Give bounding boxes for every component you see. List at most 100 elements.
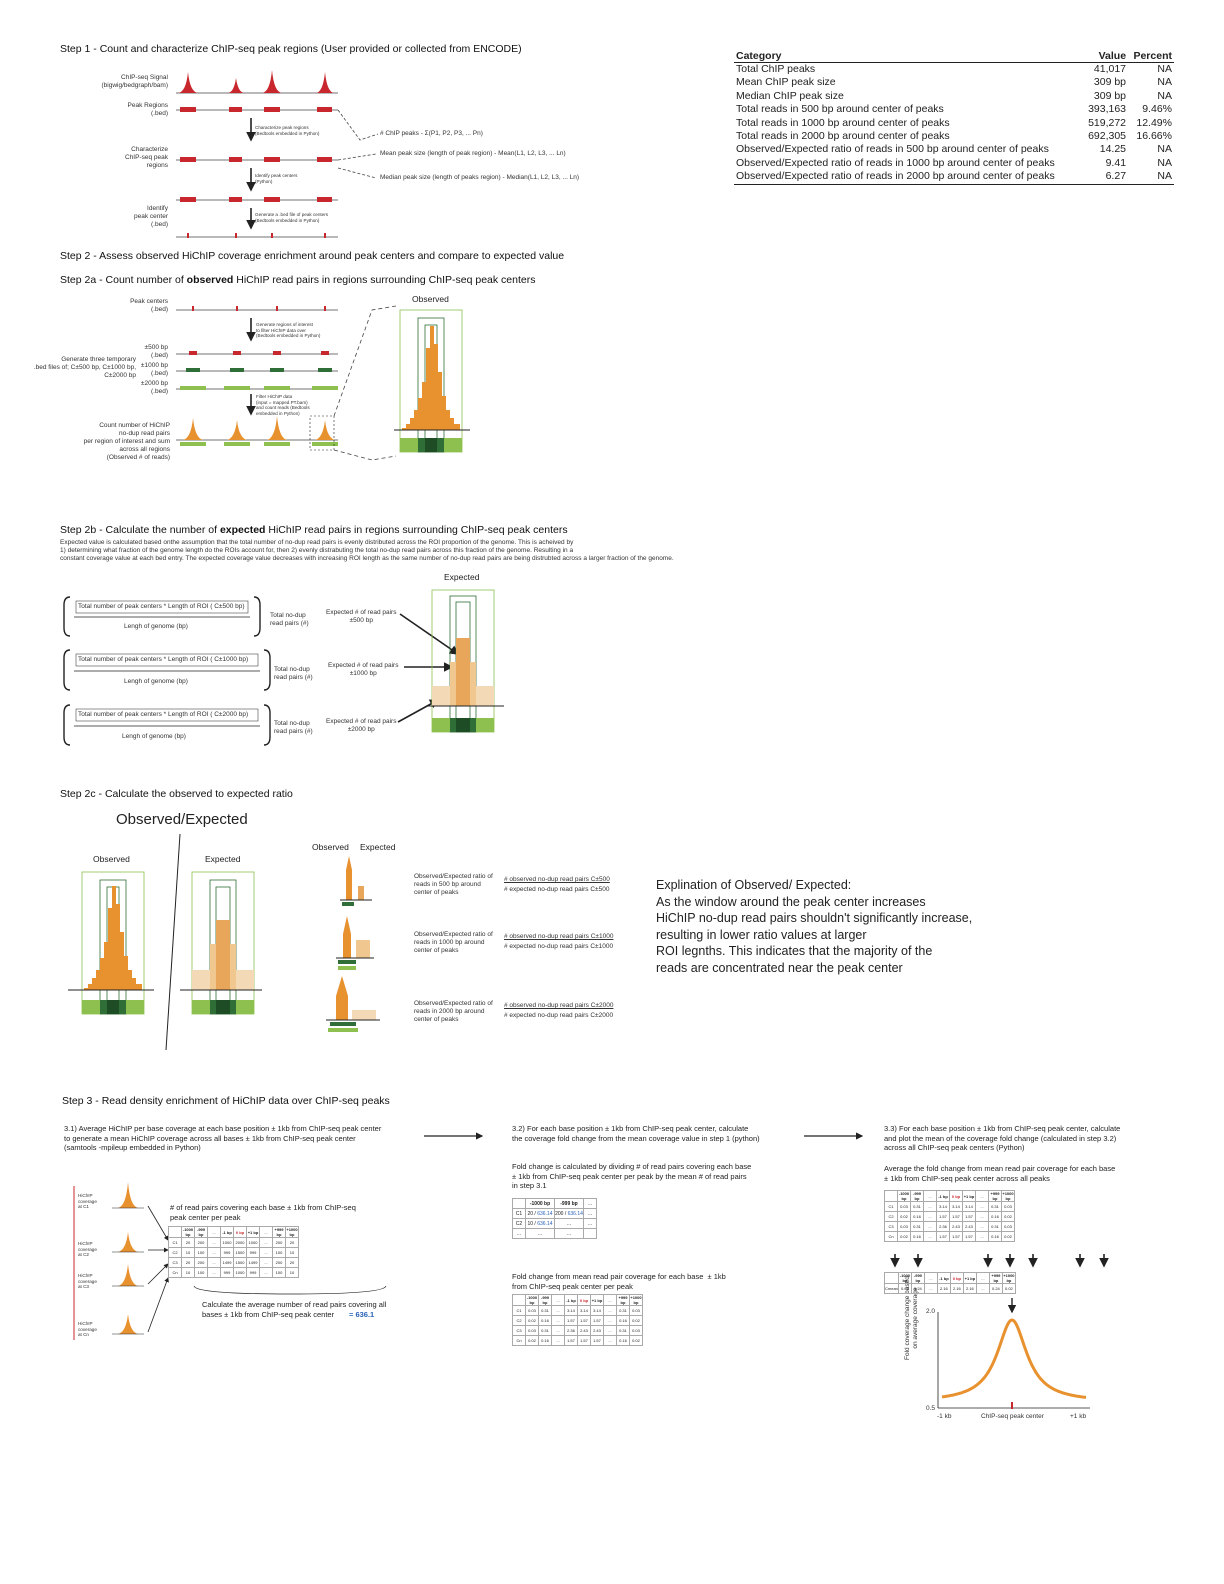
label-w2000: ±2000 bp (.bed) bbox=[140, 380, 168, 395]
formula-denominator-2000: Lengh of genome (bp) bbox=[122, 733, 186, 740]
label-generate-regions: Generate regions of interest to filter H… bbox=[256, 322, 321, 339]
step3-1-text: 3.1) Average HiChIP per base coverage at… bbox=[64, 1124, 382, 1153]
explanation-text: Explination of Observed/ Expected: As th… bbox=[656, 878, 973, 975]
step3-3-text: 3.3) For each base position ± 1kb from C… bbox=[884, 1124, 1121, 1153]
formula-numerator-2000: Total number of peak centers * Length of… bbox=[78, 711, 249, 718]
summary-category: Observed/Expected ratio of reads in 2000… bbox=[734, 170, 1083, 185]
summary-category: Median ChIP peak size bbox=[736, 89, 844, 102]
step2b-prefix: Step 2b - Calculate the number of bbox=[60, 524, 220, 536]
summary-value: 519,272 bbox=[1088, 116, 1127, 129]
label-count: Count number of HiChIP no-dup read pairs… bbox=[83, 422, 170, 461]
summary-percent: NA bbox=[1157, 76, 1172, 89]
fold-table-title: Fold change from mean read pair coverage… bbox=[512, 1272, 726, 1291]
step2b-bold: expected bbox=[219, 524, 266, 536]
chip-signal-track bbox=[176, 70, 338, 94]
fold-desc-text: Fold change is calculated by dividing # … bbox=[512, 1162, 752, 1191]
step2b-title: Step 2b - Calculate the number of expect… bbox=[60, 524, 568, 536]
reads-table: -1000 bp -999 bp... -1 bp 0 bp +1 bp... +999 … bbox=[168, 1226, 299, 1278]
step1-dashes bbox=[337, 109, 379, 179]
avg-result-table: -1000 bp -999 bp... -1 bp 0 bp +1 bp... +999 … bbox=[884, 1272, 1016, 1294]
arrow-label-generate: Generate a .bed file of peak centers (Be… bbox=[255, 212, 329, 223]
summary-percent: NA bbox=[1128, 170, 1174, 185]
fold-calc-table: -1000 bp -999 bp... C1 20 / 636.14 200 / 63… bbox=[512, 1198, 597, 1239]
avg-arrows bbox=[890, 1254, 1109, 1268]
expected-title: Expected bbox=[444, 572, 480, 582]
ratio-label-500: Observed/Expected ratio of reads in 500 … bbox=[414, 873, 493, 896]
ratio-num-2000: # observed no-dup read pairs C±2000 bbox=[504, 1002, 614, 1009]
summary-category: Total reads in 500 bp around center of p… bbox=[736, 103, 944, 116]
summary-percent: 12.49% bbox=[1136, 116, 1172, 129]
plot-xtick-center: ChIP-seq peak center bbox=[981, 1413, 1044, 1420]
formula-denominator-500: Lengh of genome (bp) bbox=[124, 623, 188, 630]
label-filter: Filter HiChIP data (input = mapped.PT.ba… bbox=[256, 394, 310, 416]
summary-row: Total reads in 1000 bp around center of … bbox=[734, 117, 1174, 130]
step2a-title: Step 2a - Count number of observed HiChI… bbox=[60, 274, 535, 286]
label-w500: ±500 bp (.bed) bbox=[144, 344, 168, 359]
summary-value: 309 bp bbox=[1093, 76, 1127, 89]
oe-observed-histogram bbox=[68, 871, 154, 1015]
summary-value: 41,017 bbox=[1093, 63, 1127, 75]
summary-value: 14.25 bbox=[1099, 143, 1127, 156]
fold-table: -1000 bp -999 bp... -1 bp 0 bp +1 bp... +999 … bbox=[512, 1294, 643, 1346]
zoom-dashes bbox=[333, 305, 397, 461]
summary-percent: NA bbox=[1157, 156, 1172, 169]
label-temp-files: Generate three temporary .bed files of; … bbox=[33, 356, 136, 379]
hichip-mini-peaks bbox=[73, 1182, 387, 1340]
summary-category: Total ChIP peaks bbox=[736, 63, 816, 75]
summary-row: Observed/Expected ratio of reads in 1000… bbox=[734, 157, 1174, 170]
plot-xtick-left: -1 kb bbox=[937, 1413, 952, 1420]
observed-zoom-histogram bbox=[394, 309, 470, 453]
formula-braces bbox=[63, 596, 271, 746]
ratio-den-500: # expected no-dup read pairs C±500 bbox=[504, 886, 610, 893]
summary-value: 6.27 bbox=[1082, 170, 1129, 185]
oe-expected-histogram bbox=[180, 871, 262, 1015]
count-tracks bbox=[176, 415, 338, 451]
step2b-description: Expected value is calculated based onthe… bbox=[60, 539, 674, 562]
formula-median: Median peak size (length of peaks region… bbox=[380, 174, 580, 181]
formula-numerator-1000: Total number of peak centers * Length of… bbox=[78, 656, 249, 663]
oe-expected-label: Expected bbox=[205, 854, 241, 864]
summary-value: 309 bp bbox=[1093, 89, 1127, 102]
label-w1000: ±1000 bp (.bed) bbox=[140, 362, 168, 377]
formula-box-1000: Total number of peak centers * Length of… bbox=[66, 650, 266, 688]
summary-percent: 9.46% bbox=[1142, 103, 1172, 116]
step2c-title: Step 2c - Calculate the observed to expe… bbox=[60, 788, 293, 800]
summary-row: Mean ChIP peak size 309 bp NA bbox=[734, 76, 1174, 89]
label-peak-centers: Peak centers (.bed) bbox=[130, 298, 168, 313]
avg-desc-text: Average the fold change from mean read p… bbox=[884, 1164, 1116, 1183]
summary-percent: 16.66% bbox=[1136, 130, 1172, 143]
observed-title: Observed bbox=[412, 294, 449, 304]
avg-fold-table: -1000 bp -999 bp... -1 bp 0 bp +1 bp... +999 … bbox=[884, 1190, 1015, 1242]
step2b-suffix: HiChIP read pairs in regions surrounding… bbox=[265, 524, 568, 536]
ratio-label-2000: Observed/Expected ratio of reads in 2000… bbox=[414, 1000, 493, 1023]
fold-change-plot bbox=[937, 1298, 1090, 1409]
result-500: Expected # of read pairs ±500 bp bbox=[326, 609, 397, 624]
summary-row: Total reads in 500 bp around center of p… bbox=[734, 103, 1174, 116]
summary-value: 692,305 bbox=[1088, 130, 1127, 143]
summary-table: Category Value Percent Total ChIP peaks 4… bbox=[734, 50, 1174, 185]
ratio-den-2000: # expected no-dup read pairs C±2000 bbox=[504, 1012, 614, 1019]
ratio-num-1000: # observed no-dup read pairs C±1000 bbox=[504, 933, 614, 940]
summary-header-value: Value bbox=[1082, 50, 1129, 63]
expected-histogram bbox=[426, 589, 504, 733]
oe-big-title: Observed/Expected bbox=[116, 811, 248, 828]
label-regions: Peak Regions (.bed) bbox=[127, 102, 168, 117]
oe-observed-label: Observed bbox=[93, 854, 130, 864]
oe-small-comparisons bbox=[326, 856, 380, 1032]
summary-percent: NA bbox=[1157, 63, 1172, 75]
step3-2-text: 3.2) For each base position ± 1kb from C… bbox=[512, 1124, 760, 1143]
summary-value: 393,163 bbox=[1088, 103, 1127, 116]
ratio-label-1000: Observed/Expected ratio of reads in 1000… bbox=[414, 931, 493, 954]
formula-numerator-500: Total number of peak centers * Length of… bbox=[78, 603, 245, 610]
peak-centers-track bbox=[176, 197, 338, 238]
hichip-label-c3: HiChIP coverage at C3 bbox=[78, 1273, 97, 1290]
summary-category: Mean ChIP peak size bbox=[736, 76, 836, 89]
plot-ytick-bottom: 0.5 bbox=[926, 1405, 936, 1412]
summary-header-percent: Percent bbox=[1128, 50, 1174, 63]
window-tracks bbox=[176, 351, 338, 416]
summary-category: Total reads in 2000 bp around center of … bbox=[736, 130, 950, 143]
avg-value: = 636.1 bbox=[349, 1310, 375, 1319]
hichip-label-c2: HiChIP coverage at C2 bbox=[78, 1241, 97, 1258]
label-identify: Identify peak center (.bed) bbox=[134, 205, 168, 228]
